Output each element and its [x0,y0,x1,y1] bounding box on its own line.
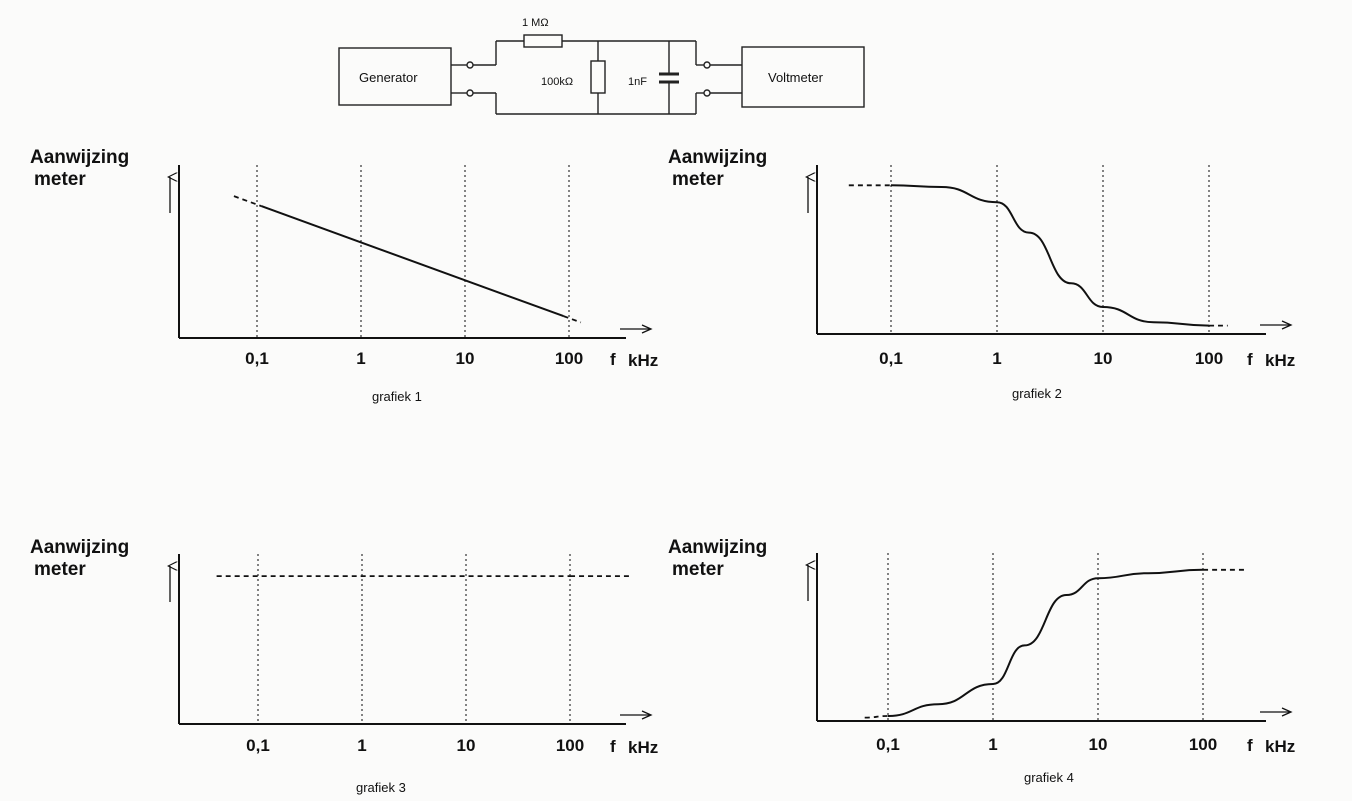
series-line [261,205,564,318]
chart-caption: grafiek 2 [1012,386,1062,401]
generator-box [338,47,452,106]
terminal-gen-top [466,61,474,69]
terminal-volt-top [703,61,711,69]
series-line-dash-end [563,315,582,324]
y-axis-label-line1: Aanwijzing [668,537,767,558]
terminal-volt-bottom [703,89,711,97]
chart-caption: grafiek 4 [1024,770,1074,785]
y-axis-label-line2: meter [34,169,86,190]
resistor-1Mohm [523,34,563,48]
generator-label: Generator [359,70,418,85]
x-arrow-icon [641,710,653,720]
chart-caption: grafiek 1 [372,389,422,404]
x-tick-label-0: 0,1 [245,349,269,368]
x-arrow-icon [1281,320,1293,330]
x-tick-label-2: 10 [1094,349,1113,368]
x-axis-label: f [1247,736,1253,755]
y-axis-label-line2: meter [672,169,724,190]
series-line [887,568,1204,717]
chart-caption: grafiek 3 [356,780,406,795]
x-tick-label-3: 100 [1195,349,1223,368]
x-tick-label-1: 1 [356,349,365,368]
x-axis-unit: kHz [628,738,658,757]
x-axis-unit: kHz [628,351,658,370]
y-axis-label-line2: meter [672,559,724,580]
series-line-dash-start [233,195,262,208]
x-tick-label-0: 0,1 [246,736,270,755]
voltmeter-box [741,46,865,108]
x-axis-unit: kHz [1265,351,1295,370]
series-line-dash-start [864,715,889,719]
x-axis-label: f [610,737,616,756]
x-tick-label-0: 0,1 [876,735,900,754]
x-tick-label-1: 1 [357,736,366,755]
circuit-diagram [338,34,865,115]
x-tick-label-2: 10 [457,736,476,755]
resistor-100kohm [590,60,606,94]
r-shunt-label: 100kΩ [541,76,573,88]
x-tick-label-3: 100 [555,349,583,368]
terminal-gen-bottom [466,89,474,97]
x-axis-label: f [1247,350,1253,369]
x-tick-label-3: 100 [556,736,584,755]
x-tick-label-0: 0,1 [879,349,903,368]
x-tick-label-2: 10 [456,349,475,368]
x-arrow-icon [1281,707,1293,717]
series-line [890,184,1210,327]
x-axis-unit: kHz [1265,737,1295,756]
x-tick-label-2: 10 [1089,735,1108,754]
y-axis-label-line1: Aanwijzing [30,147,129,168]
x-axis-label: f [610,350,616,369]
r-series-label: 1 MΩ [522,17,549,29]
x-arrow-icon [641,324,653,334]
y-axis-label-line1: Aanwijzing [30,537,129,558]
x-tick-label-3: 100 [1189,735,1217,754]
x-tick-label-1: 1 [992,349,1001,368]
y-axis-label-line1: Aanwijzing [668,147,767,168]
capacitor-label: 1nF [628,76,647,88]
x-tick-label-1: 1 [988,735,997,754]
voltmeter-label: Voltmeter [768,70,824,85]
y-axis-label-line2: meter [34,559,86,580]
